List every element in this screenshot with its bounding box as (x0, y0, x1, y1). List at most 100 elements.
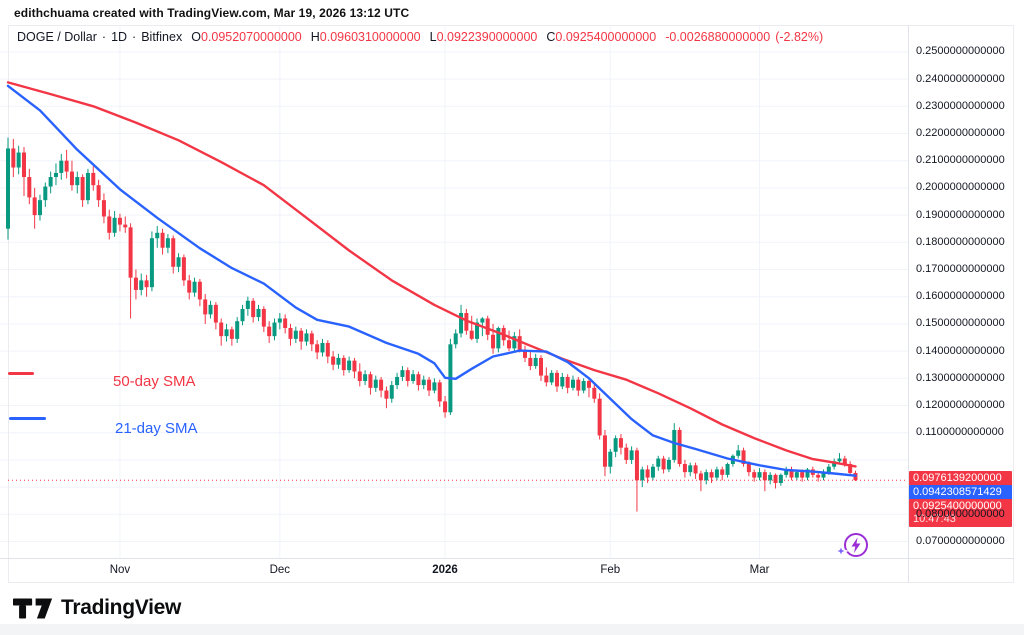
candle-body (565, 376, 570, 388)
interval-label[interactable]: 1D (111, 30, 128, 44)
sma21-annotation-label[interactable]: 21-day SMA (115, 420, 198, 437)
candle-body (347, 360, 352, 371)
candle-body (85, 172, 90, 201)
candle-body (650, 466, 655, 478)
time-axis-label: Mar (749, 564, 770, 576)
candle-body (821, 472, 826, 478)
sma21-line (6, 84, 857, 477)
candle-body (139, 280, 144, 290)
pane-frame (8, 25, 1014, 583)
candle-body (757, 472, 762, 478)
candle-body (203, 299, 208, 315)
candle-body (453, 333, 458, 345)
candle-body (192, 281, 197, 293)
candle-body (672, 429, 677, 460)
candle-body (368, 374, 373, 388)
candle-body (27, 177, 32, 198)
candle-body (277, 318, 282, 323)
candle-body (181, 257, 186, 281)
candle-body (613, 438, 618, 452)
candle-body (496, 327, 501, 349)
candle-body (720, 469, 725, 475)
tradingview-logo[interactable]: TradingView (13, 593, 181, 623)
time-scale[interactable]: Nov Dec 2026 Feb Mar (0, 560, 1024, 583)
logo-wordmark: TradingView (61, 596, 182, 619)
sma50-price-badge: 0.0976139200000 (909, 471, 1012, 486)
candle-body (736, 450, 741, 456)
candle-body (570, 379, 575, 388)
candle-body (618, 438, 623, 448)
change-percent: (-2.82%) (775, 30, 824, 44)
ai-assistant-button[interactable] (830, 529, 870, 563)
candle-body (698, 473, 703, 481)
sparkle-icon (833, 543, 849, 559)
candle-body (48, 177, 53, 187)
candle-body (363, 374, 368, 382)
price-axis-label: 0.1200000000000 (916, 399, 1005, 411)
candle-body (32, 197, 37, 216)
price-axis-label: 0.1400000000000 (916, 344, 1005, 357)
price-axis-label: 0.1700000000000 (916, 263, 1005, 275)
price-scale[interactable]: 0.0976139200000 0.0942308571429 0.092540… (908, 25, 1024, 583)
candle-body (560, 376, 565, 387)
candle-body (794, 472, 799, 478)
candle-body (160, 232, 165, 248)
candle-body (581, 381, 586, 391)
candle-body (37, 200, 42, 216)
candle-body (21, 152, 26, 178)
candle-body (272, 322, 277, 337)
candle-body (528, 357, 533, 367)
price-axis-label: 0.2100000000000 (916, 154, 1005, 167)
candle-body (373, 379, 378, 388)
candle-body (432, 382, 437, 391)
candle-body (517, 336, 522, 350)
candle-body (677, 429, 682, 464)
candle-body (624, 447, 629, 460)
candle-body (283, 318, 288, 328)
candle-body (400, 370, 405, 377)
candle-body (53, 172, 58, 178)
candle-body (197, 281, 202, 300)
symbol-name[interactable]: DOGE / Dollar (17, 30, 97, 44)
bar-countdown: 10:47:43 (913, 513, 956, 525)
candle-body (656, 458, 661, 467)
candle-body (773, 474, 778, 484)
candle-body (661, 458, 666, 470)
candle-body (389, 385, 394, 399)
candle-body (725, 463, 730, 475)
candle-body (533, 357, 538, 367)
candle-body (165, 238, 170, 248)
candle-body (475, 322, 480, 339)
sma50-annotation-label[interactable]: 50-day SMA (113, 373, 196, 390)
candle-body (608, 451, 613, 467)
price-axis-label: 0.2400000000000 (916, 72, 1005, 85)
sma50-key-line[interactable] (8, 372, 34, 375)
candle-body (267, 326, 272, 337)
candle-body (16, 152, 21, 168)
candle-body (208, 304, 213, 315)
candle-body (523, 349, 528, 358)
candle-body (101, 200, 106, 217)
candle-body (688, 465, 693, 473)
high-value: 0.0960310000000 (319, 30, 421, 44)
candle-body (592, 387, 597, 399)
candle-body (75, 177, 80, 186)
candle-body (602, 435, 607, 467)
attribution-text: edithchuama created with TradingView.com… (14, 6, 410, 20)
candle-body (261, 308, 266, 327)
candle-body (837, 458, 842, 462)
candle-body (629, 450, 634, 460)
separator: · (132, 30, 137, 44)
candle-body (352, 360, 357, 372)
candle-body (149, 238, 154, 288)
sma21-key-line[interactable] (9, 417, 46, 420)
candle-body (741, 450, 746, 464)
candle-body (251, 300, 256, 318)
candle-body (144, 280, 149, 288)
candle-body (43, 186, 48, 201)
low-label: L (429, 30, 437, 44)
price-axis-label: 0.1500000000000 (916, 317, 1005, 330)
candle-body (80, 177, 85, 201)
candle-body (331, 356, 336, 365)
